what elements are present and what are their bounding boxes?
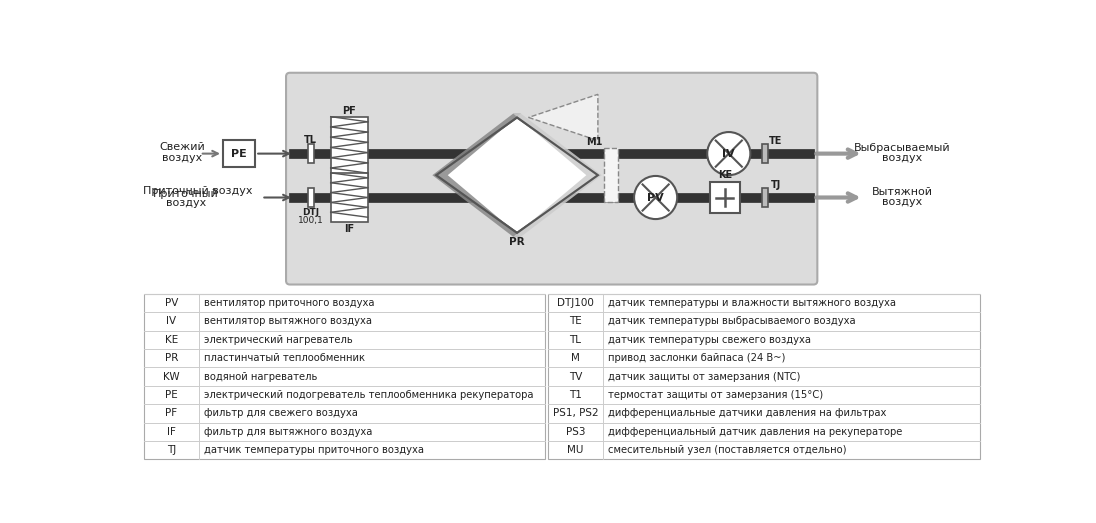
Bar bbox=[548, 294, 980, 459]
Text: KE: KE bbox=[718, 170, 732, 180]
Text: фильтр для свежего воздуха: фильтр для свежего воздуха bbox=[204, 408, 357, 418]
Text: Свежий: Свежий bbox=[159, 142, 205, 153]
Polygon shape bbox=[436, 118, 598, 233]
Text: KE: KE bbox=[164, 335, 178, 345]
Text: вентилятор приточного воздуха: вентилятор приточного воздуха bbox=[204, 298, 374, 308]
Text: IF: IF bbox=[167, 427, 175, 437]
Text: датчик температуры свежего воздуха: датчик температуры свежего воздуха bbox=[608, 335, 811, 345]
Text: воздух: воздух bbox=[162, 153, 203, 163]
Text: IV: IV bbox=[167, 316, 176, 326]
Text: электрический подогреватель теплообменника рекуператора: электрический подогреватель теплообменни… bbox=[204, 390, 533, 400]
Text: термостат защиты от замерзания (15°C): термостат защиты от замерзания (15°C) bbox=[608, 390, 823, 400]
Text: Приточный воздух: Приточный воздух bbox=[142, 186, 252, 196]
Text: PR: PR bbox=[510, 237, 525, 247]
Bar bbox=[308, 144, 313, 163]
Text: Вытяжной: Вытяжной bbox=[871, 187, 933, 197]
Text: MU: MU bbox=[568, 445, 584, 455]
Text: DTJ: DTJ bbox=[302, 208, 319, 218]
Text: воздух: воздух bbox=[882, 153, 922, 163]
Text: DTJ100: DTJ100 bbox=[557, 298, 594, 308]
Text: Выбрасываемый: Выбрасываемый bbox=[854, 143, 950, 153]
Text: TE: TE bbox=[569, 316, 582, 326]
Text: датчик температуры и влажности вытяжного воздуха: датчик температуры и влажности вытяжного… bbox=[608, 298, 895, 308]
Text: TL: TL bbox=[570, 335, 582, 345]
Bar bbox=[144, 294, 545, 459]
Text: PR: PR bbox=[164, 353, 178, 363]
Bar bbox=[762, 188, 768, 207]
Ellipse shape bbox=[635, 176, 677, 219]
Text: дифференциальный датчик давления на рекуператоре: дифференциальный датчик давления на реку… bbox=[608, 427, 902, 437]
Text: TE: TE bbox=[769, 137, 783, 146]
Text: воздух: воздух bbox=[882, 197, 922, 207]
Text: KW: KW bbox=[163, 371, 180, 382]
Text: датчик защиты от замерзания (NTC): датчик защиты от замерзания (NTC) bbox=[608, 371, 800, 382]
Text: M1: M1 bbox=[586, 137, 603, 147]
Text: смесительный узел (поставляется отдельно): смесительный узел (поставляется отдельно… bbox=[608, 445, 846, 455]
Text: Приточный: Приточный bbox=[153, 189, 219, 199]
Text: TV: TV bbox=[569, 371, 582, 382]
Text: PE: PE bbox=[164, 390, 178, 400]
Polygon shape bbox=[513, 113, 602, 237]
Text: PF: PF bbox=[342, 106, 356, 116]
Bar bbox=[331, 117, 367, 178]
Text: 100,1: 100,1 bbox=[298, 216, 323, 225]
Text: датчик температуры приточного воздуха: датчик температуры приточного воздуха bbox=[204, 445, 424, 455]
Text: TJ: TJ bbox=[770, 180, 780, 190]
Text: воздух: воздух bbox=[165, 198, 206, 208]
Text: IF: IF bbox=[344, 224, 354, 234]
Text: электрический нагреватель: электрический нагреватель bbox=[204, 335, 353, 345]
Bar bbox=[604, 148, 618, 202]
Text: TL: TL bbox=[305, 135, 317, 145]
Bar bbox=[709, 182, 740, 213]
Bar bbox=[222, 140, 255, 167]
Text: PS3: PS3 bbox=[566, 427, 585, 437]
Text: пластинчатый теплообменник: пластинчатый теплообменник bbox=[204, 353, 365, 363]
Text: дифференциальные датчики давления на фильтрах: дифференциальные датчики давления на фил… bbox=[608, 408, 887, 418]
Text: привод заслонки байпаса (24 В~): привод заслонки байпаса (24 В~) bbox=[608, 353, 785, 363]
Bar bbox=[331, 173, 367, 222]
FancyBboxPatch shape bbox=[286, 73, 818, 285]
Text: вентилятор вытяжного воздуха: вентилятор вытяжного воздуха bbox=[204, 316, 372, 326]
Polygon shape bbox=[528, 94, 598, 141]
Text: PE: PE bbox=[231, 149, 247, 158]
Text: водяной нагреватель: водяной нагреватель bbox=[204, 371, 317, 382]
Bar bbox=[308, 188, 313, 207]
Bar bbox=[762, 144, 768, 163]
Text: PF: PF bbox=[165, 408, 178, 418]
Ellipse shape bbox=[707, 132, 751, 175]
Text: PV: PV bbox=[648, 192, 664, 202]
Text: PV: PV bbox=[164, 298, 178, 308]
Polygon shape bbox=[432, 113, 521, 237]
Text: фильтр для вытяжного воздуха: фильтр для вытяжного воздуха bbox=[204, 427, 372, 437]
Text: TJ: TJ bbox=[167, 445, 176, 455]
Text: M: M bbox=[571, 353, 580, 363]
Text: IV: IV bbox=[722, 149, 735, 158]
Text: PS1, PS2: PS1, PS2 bbox=[552, 408, 598, 418]
Text: T1: T1 bbox=[569, 390, 582, 400]
Text: датчик температуры выбрасываемого воздуха: датчик температуры выбрасываемого воздух… bbox=[608, 316, 856, 326]
